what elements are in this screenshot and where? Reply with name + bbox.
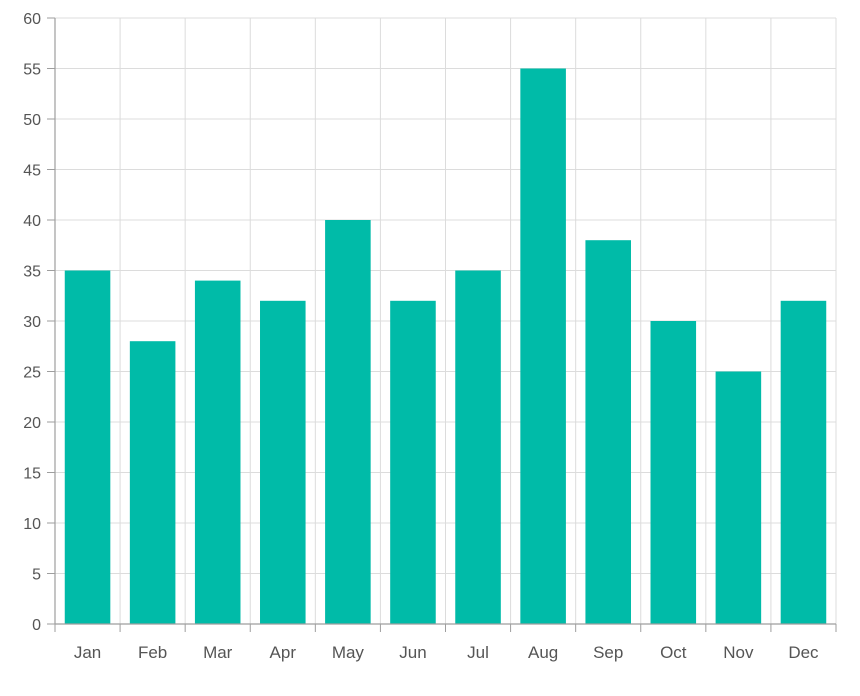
- grid-lines: [55, 17, 837, 624]
- bar-feb: [129, 341, 176, 624]
- x-tick-label: Oct: [660, 643, 687, 662]
- bar-jan: [64, 270, 111, 624]
- y-tick-label: 35: [23, 264, 41, 281]
- axes: [47, 17, 837, 632]
- x-tick-label: Apr: [270, 643, 297, 662]
- bar-oct: [650, 321, 697, 624]
- y-tick-label: 60: [23, 11, 41, 28]
- bar-apr: [260, 300, 306, 624]
- y-tick-label: 0: [32, 617, 41, 634]
- x-axis-tick-labels: Jan Feb Mar Apr May Jun Jul Aug Sep Oct Nov Dec: [74, 643, 819, 662]
- bar-mar: [194, 280, 241, 624]
- y-tick-label: 55: [23, 62, 41, 79]
- y-tick-label: 10: [23, 516, 41, 533]
- x-tick-label: Sep: [593, 643, 623, 662]
- y-axis-tick-labels: 0 5 10 15 20 25 30 35 40 45 50 55 60: [23, 11, 41, 634]
- bar-sep: [585, 240, 631, 624]
- y-tick-label: 40: [23, 213, 41, 230]
- y-tick-label: 45: [23, 163, 41, 180]
- y-tick-label: 20: [23, 415, 41, 432]
- x-tick-label: Jun: [399, 643, 426, 662]
- x-tick-label: Dec: [788, 643, 819, 662]
- y-tick-label: 25: [23, 365, 41, 382]
- x-tick-label: Mar: [203, 643, 233, 662]
- bar-jul: [455, 270, 501, 624]
- x-tick-label: Nov: [723, 643, 754, 662]
- bar-jun: [390, 300, 436, 624]
- x-tick-label: May: [332, 643, 365, 662]
- x-tick-label: Jan: [74, 643, 101, 662]
- y-tick-label: 15: [23, 466, 41, 483]
- x-tick-label: Feb: [138, 643, 167, 662]
- y-tick-label: 50: [23, 112, 41, 129]
- bar-nov: [715, 371, 762, 624]
- x-tick-label: Aug: [528, 643, 558, 662]
- bar-dec: [780, 300, 827, 624]
- bars: [64, 68, 827, 624]
- x-tick-label: Jul: [467, 643, 489, 662]
- y-tick-label: 30: [23, 314, 41, 331]
- bar-aug: [520, 68, 566, 624]
- y-tick-label: 5: [32, 567, 41, 584]
- bar-may: [325, 220, 371, 624]
